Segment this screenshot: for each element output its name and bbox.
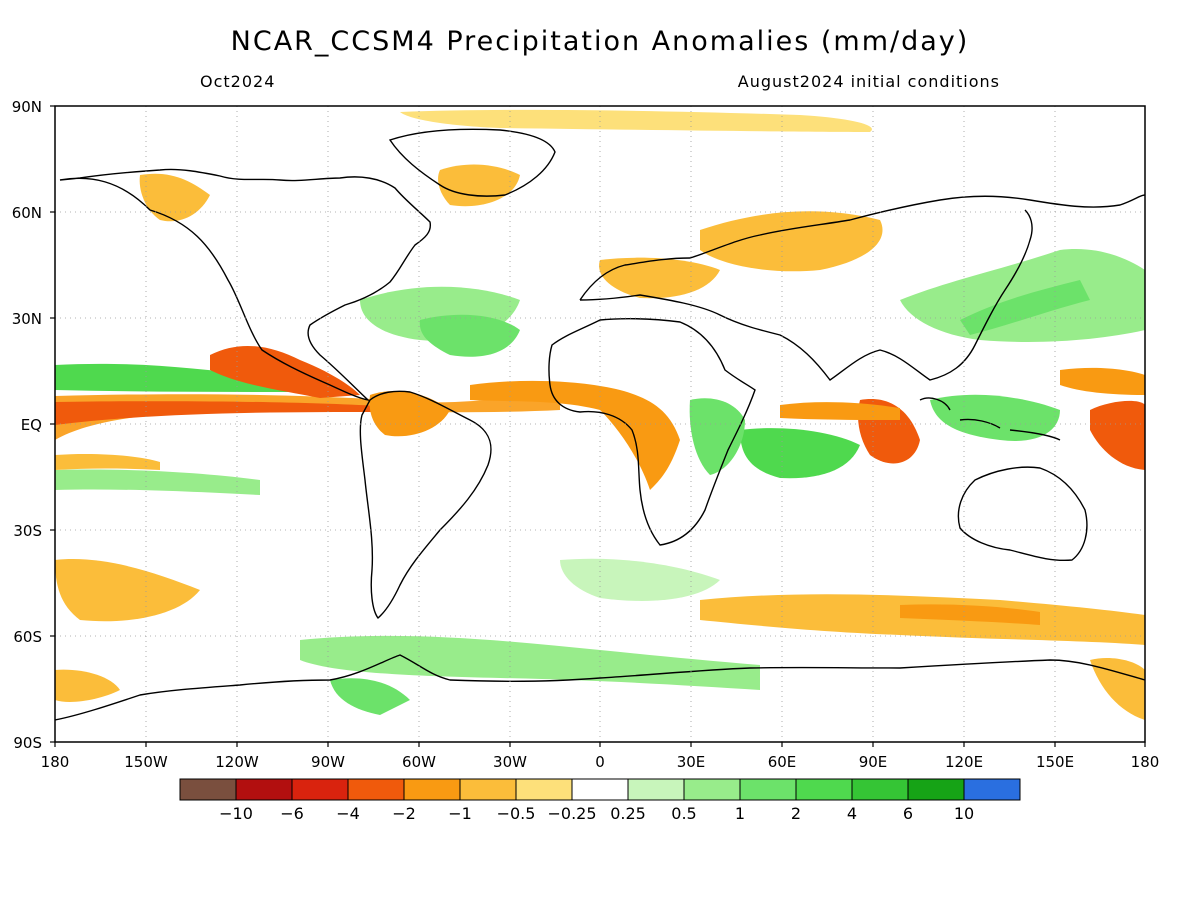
anomaly-dry-southern-ocean-core <box>900 604 1040 625</box>
anomaly-dry-greenland <box>438 164 520 207</box>
anomaly-dry-antarctic-east <box>1090 658 1145 720</box>
colorbar-swatch <box>515 778 573 801</box>
colorbar-swatch <box>459 778 517 801</box>
lat-label: 90N <box>12 98 42 116</box>
lat-label: 60N <box>12 204 42 222</box>
anomaly-wet-band <box>55 363 300 392</box>
anomaly-wet-antarctic-coast <box>330 678 410 715</box>
initial-conditions: August2024 initial conditions <box>737 72 1000 91</box>
coastline-africa <box>548 317 756 546</box>
anomaly-dry-tropical-south-pacific <box>55 453 160 470</box>
map-title: NCAR_CCSM4 Precipitation Anomalies (mm/d… <box>230 26 970 57</box>
colorbar-label: 6 <box>903 804 913 823</box>
coastline-australia <box>957 466 1088 562</box>
colorbar-swatch <box>627 778 685 801</box>
lon-label: 30W <box>493 753 527 771</box>
anomaly-wet-east-africa <box>689 398 745 475</box>
lat-label: 30S <box>13 522 42 540</box>
colorbar-label: 0.5 <box>671 804 696 823</box>
colorbar-swatch <box>571 778 629 801</box>
colorbar-label: 10 <box>954 804 974 823</box>
anomaly-dry-central-america <box>210 345 360 398</box>
lat-label: 60S <box>13 628 42 646</box>
colorbar-label: 4 <box>847 804 857 823</box>
anomaly-dry-antarctic-west <box>55 669 120 702</box>
lon-label: 30E <box>677 753 706 771</box>
anomaly-wet-maritime <box>930 394 1060 441</box>
lon-label: 150W <box>124 753 168 771</box>
colorbar-swatch <box>907 778 965 801</box>
colorbar-label: 1 <box>735 804 745 823</box>
anomaly-dry-southern-ocean <box>700 594 1145 645</box>
lon-label: 60E <box>768 753 797 771</box>
anomaly-shading <box>55 109 1145 720</box>
coastline-south-america <box>359 390 492 620</box>
anomaly-dry-west-pacific <box>1090 400 1145 470</box>
anomaly-wet-indian <box>740 428 860 479</box>
axis-ticks <box>50 105 1146 747</box>
colorbar-label: −1 <box>448 804 472 823</box>
colorbar-labels: −10 −6 −4 −2 −1 −0.5 −0.25 0.25 0.5 1 2 4 6 10 <box>219 804 974 823</box>
lon-label: 180 <box>41 753 70 771</box>
latitude-labels: 90N 60N 30N EQ 30S 60S 90S <box>12 98 42 752</box>
anomaly-dry-west-pacific-band <box>1060 367 1145 395</box>
colorbar-swatch <box>851 778 909 801</box>
anomaly-dry-arctic <box>400 109 872 132</box>
colorbar-swatch <box>235 778 293 801</box>
anomaly-wet-east-asia-core <box>960 280 1090 335</box>
coastline-north-america <box>59 168 432 402</box>
anomaly-dry-mediterranean <box>599 257 720 299</box>
forecast-month: Oct2024 <box>200 72 276 91</box>
anomaly-wet-subtropical-atlantic <box>419 314 520 357</box>
colorbar-swatch <box>179 778 237 801</box>
anomaly-dry-indian-band <box>780 402 900 420</box>
anomaly-dry-central-asia <box>700 211 883 272</box>
anomaly-dry-alaska <box>139 173 210 222</box>
colorbar-swatch <box>291 778 349 801</box>
colorbar-swatch <box>683 778 741 801</box>
longitude-labels: 180 150W 120W 90W 60W 30W 0 30E 60E 90E … <box>41 753 1160 771</box>
coastline-antarctica <box>55 654 1145 721</box>
anomaly-wet-south-atlantic <box>560 558 720 601</box>
colorbar-label: 2 <box>791 804 801 823</box>
graticule <box>55 106 1145 742</box>
lat-label: 30N <box>12 310 42 328</box>
lat-label: EQ <box>21 416 42 434</box>
colorbar-label: −10 <box>219 804 253 823</box>
coastline-greenland <box>388 128 556 197</box>
colorbar-label: −0.25 <box>547 804 596 823</box>
coastline-maritime <box>919 397 1061 441</box>
anomaly-wet-south-pacific <box>55 469 260 495</box>
colorbar-label: −6 <box>280 804 304 823</box>
coastline-eurasia <box>579 194 1145 381</box>
lon-label: 90W <box>311 753 345 771</box>
anomaly-dry-atlantic <box>470 380 680 490</box>
anomaly-dry-south-america <box>369 390 450 437</box>
colorbar-swatch <box>347 778 405 801</box>
coastlines <box>55 128 1145 721</box>
lon-label: 150E <box>1036 753 1074 771</box>
lon-label: 90E <box>859 753 888 771</box>
lat-label: 90S <box>13 734 42 752</box>
lon-label: 0 <box>595 753 605 771</box>
lon-label: 120W <box>215 753 259 771</box>
colorbar-swatch <box>739 778 797 801</box>
lon-label: 60W <box>402 753 436 771</box>
colorbar-label: −0.5 <box>497 804 536 823</box>
anomaly-dry-south-pacific <box>55 559 200 622</box>
colorbar-label: −4 <box>336 804 360 823</box>
colorbar-label: 0.25 <box>610 804 646 823</box>
lon-label: 180 <box>1131 753 1160 771</box>
anomaly-wet-southern-ocean <box>300 635 760 690</box>
anomaly-dry-core <box>55 401 380 425</box>
colorbar-swatch <box>403 778 461 801</box>
colorbar-swatch <box>963 778 1021 801</box>
colorbar-swatch <box>795 778 853 801</box>
lon-label: 120E <box>945 753 983 771</box>
colorbar <box>179 778 1021 801</box>
colorbar-label: −2 <box>392 804 416 823</box>
